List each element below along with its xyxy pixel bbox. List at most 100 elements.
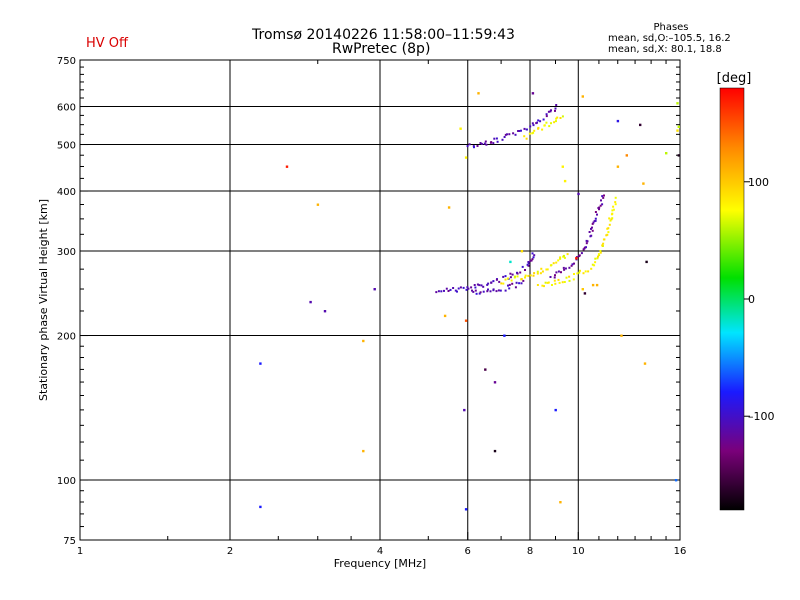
- trace-point: [554, 107, 557, 110]
- trace-point: [473, 284, 476, 286]
- trace-point: [600, 199, 602, 202]
- trace-point: [590, 267, 593, 270]
- trace-point: [475, 292, 478, 295]
- trace-point: [479, 291, 482, 294]
- trace-point: [529, 125, 532, 128]
- trace-point: [603, 238, 606, 241]
- echo-point: [577, 192, 580, 196]
- trace-point: [565, 276, 568, 279]
- trace-point: [435, 291, 438, 294]
- trace-point: [443, 289, 445, 292]
- trace-point: [570, 264, 573, 267]
- trace-point: [602, 242, 605, 245]
- echo-point: [463, 408, 466, 412]
- axis-ticks: [79, 59, 681, 541]
- trace-point: [532, 131, 535, 134]
- trace-point: [609, 219, 612, 222]
- x-tick-label: 1: [77, 546, 83, 557]
- trace-point: [521, 265, 524, 268]
- trace-point: [594, 211, 597, 213]
- x-tick-label: 6: [465, 546, 471, 557]
- trace-point: [540, 267, 543, 270]
- trace-point: [462, 286, 465, 289]
- trace-point: [524, 274, 527, 277]
- trace-point: [555, 120, 557, 123]
- trace-point: [608, 223, 611, 226]
- trace-point: [514, 133, 517, 136]
- trace-point: [557, 270, 560, 273]
- x-tick-label: 10: [572, 546, 585, 557]
- trace-point: [557, 259, 560, 262]
- echo-point: [484, 368, 487, 371]
- trace-point: [594, 257, 597, 260]
- trace-point: [504, 275, 507, 278]
- trace-point: [582, 272, 585, 275]
- trace-point: [473, 146, 475, 149]
- trace-point: [591, 222, 594, 225]
- echo-point: [373, 288, 376, 291]
- echo-point: [643, 362, 647, 365]
- trace-point: [492, 142, 495, 145]
- trace-point: [454, 289, 457, 292]
- y-tick-label: 300: [57, 247, 76, 258]
- echo-point: [581, 288, 584, 291]
- trace-point: [562, 266, 565, 269]
- trace-point: [554, 282, 557, 285]
- trace-point: [563, 254, 565, 257]
- trace-point: [527, 261, 530, 263]
- trace-point: [509, 272, 512, 275]
- trace-point: [504, 278, 507, 281]
- echo-point: [676, 129, 679, 132]
- echo-point: [561, 165, 564, 168]
- echo-point: [676, 102, 679, 105]
- trace-point: [547, 281, 550, 284]
- trace-point: [543, 124, 546, 127]
- trace-point: [536, 121, 538, 124]
- trace-point: [591, 226, 593, 229]
- trace-point: [478, 292, 481, 295]
- trace-point: [486, 283, 489, 286]
- data-points: [259, 92, 680, 511]
- echo-point: [259, 362, 262, 365]
- trace-point: [533, 272, 536, 275]
- trace-point: [563, 268, 566, 271]
- trace-point: [467, 287, 470, 290]
- trace-point: [597, 253, 600, 256]
- trace-point: [484, 140, 487, 143]
- hv-status: HV Off: [86, 36, 128, 51]
- trace-point: [568, 279, 571, 282]
- echo-point: [645, 260, 648, 264]
- trace-point: [596, 213, 598, 216]
- trace-point: [449, 288, 452, 291]
- trace-point: [550, 122, 552, 125]
- trace-point: [556, 116, 559, 119]
- trace-point: [549, 276, 552, 278]
- trace-point: [511, 282, 514, 285]
- echo-point: [674, 479, 678, 482]
- trace-point: [591, 263, 594, 266]
- echo-point: [509, 260, 512, 264]
- trace-point: [507, 284, 509, 287]
- y-tick-label: 200: [57, 332, 76, 343]
- trace-point: [541, 128, 544, 131]
- phase-x-stats: mean, sd,X: 80.1, 18.8: [608, 44, 722, 55]
- trace-point: [447, 290, 450, 292]
- trace-point: [514, 286, 517, 289]
- trace-point: [601, 195, 604, 198]
- colorbar-label: [deg]: [717, 71, 752, 86]
- trace-point: [490, 281, 493, 284]
- trace-point: [585, 239, 588, 242]
- trace-point: [553, 121, 556, 124]
- trace-point: [607, 231, 610, 234]
- y-tick-label: 100: [57, 476, 76, 487]
- trace-point: [601, 244, 604, 247]
- trace-point: [603, 194, 605, 197]
- trace-point: [546, 281, 549, 284]
- trace-point: [495, 278, 498, 281]
- trace-point: [597, 255, 599, 258]
- trace-point: [531, 122, 534, 125]
- trace-point: [546, 268, 549, 271]
- trace-point: [572, 278, 575, 281]
- trace-point: [587, 270, 590, 273]
- echo-point: [591, 283, 595, 287]
